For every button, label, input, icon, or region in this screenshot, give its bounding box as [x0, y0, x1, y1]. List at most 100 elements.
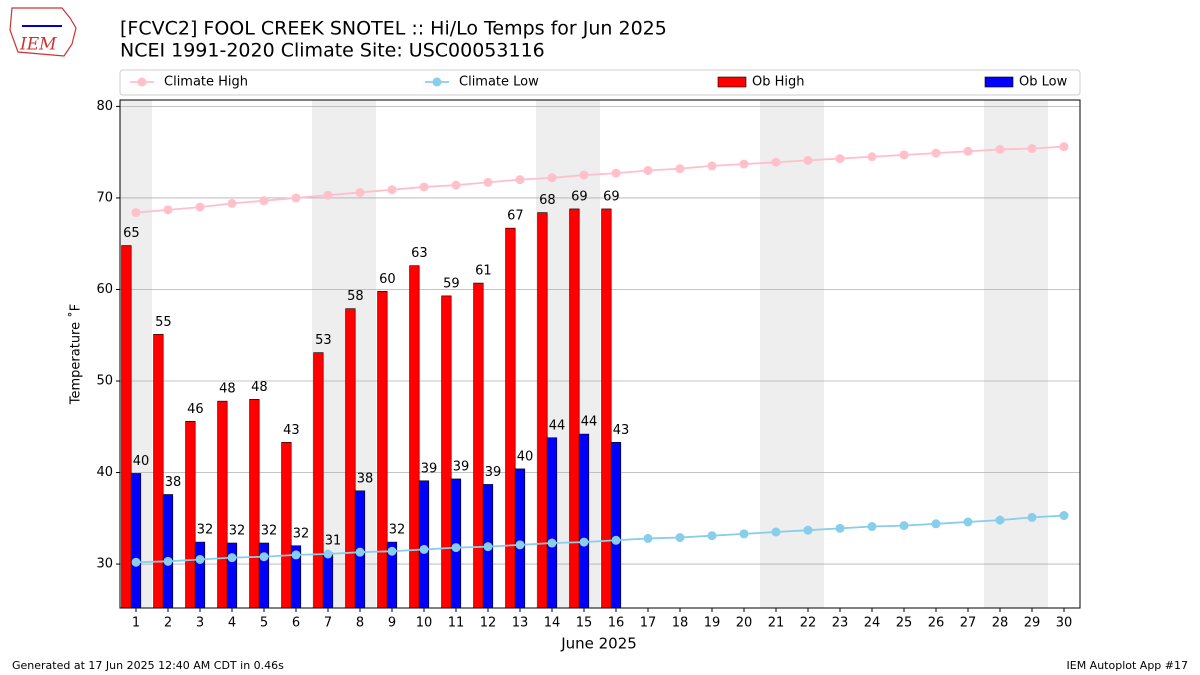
x-tick-label: 19 [704, 616, 721, 631]
y-tick-label: 60 [96, 282, 113, 297]
x-tick-label: 13 [512, 616, 529, 631]
line-point [899, 521, 909, 531]
line-point [451, 180, 461, 190]
line-point [195, 202, 205, 212]
line-point [291, 550, 301, 560]
line-point [579, 537, 589, 547]
x-tick-label: 15 [576, 616, 593, 631]
line-point [931, 519, 941, 529]
line-point [771, 157, 781, 167]
line-point [227, 553, 237, 563]
data-label: 32 [197, 523, 214, 538]
line-point [771, 527, 781, 537]
line-point [131, 557, 141, 567]
data-label: 68 [539, 193, 556, 208]
data-label: 58 [347, 289, 364, 304]
x-tick-label: 24 [864, 616, 881, 631]
footer-left: Generated at 17 Jun 2025 12:40 AM CDT in… [12, 659, 284, 672]
x-tick-label: 9 [388, 616, 396, 631]
x-tick-label: 14 [544, 616, 561, 631]
x-tick-label: 22 [800, 616, 817, 631]
line-point [739, 159, 749, 169]
data-label: 46 [187, 402, 204, 417]
line-point [675, 533, 685, 543]
data-label: 32 [261, 524, 278, 539]
line-series [135, 514, 1065, 564]
bar [569, 208, 580, 609]
line-point [579, 170, 589, 180]
data-label: 59 [443, 276, 460, 291]
x-tick-label: 1 [132, 616, 140, 631]
data-label: 48 [219, 382, 236, 397]
bar [194, 541, 206, 609]
data-label: 63 [411, 246, 428, 261]
data-label: 39 [453, 459, 470, 474]
bar [121, 245, 132, 609]
data-label: 69 [603, 189, 620, 204]
line-point [387, 546, 397, 556]
line-point [995, 515, 1005, 525]
bar [546, 437, 558, 609]
line-point [675, 164, 685, 174]
line-point [995, 144, 1005, 154]
bar [281, 442, 292, 609]
data-label: 43 [283, 423, 300, 438]
x-tick-label: 21 [768, 616, 785, 631]
line-point [899, 150, 909, 160]
data-label: 38 [357, 471, 374, 486]
legend-label: Ob Low [1019, 75, 1068, 90]
data-label: 44 [549, 418, 566, 433]
x-tick-label: 6 [292, 616, 300, 631]
data-label: 60 [379, 272, 396, 287]
data-label: 53 [315, 333, 332, 348]
line-point [835, 154, 845, 164]
logo-outline [9, 7, 77, 57]
legend-box [119, 69, 1081, 96]
data-label: 39 [421, 461, 438, 476]
legend-swatch [984, 76, 1014, 88]
bar [505, 227, 516, 609]
x-tick-label: 20 [736, 616, 753, 631]
chart-subtitle: NCEI 1991-2020 Climate Site: USC00053116 [120, 40, 545, 62]
bar [409, 265, 420, 609]
line-point [227, 198, 237, 208]
line-point [1059, 511, 1069, 521]
line-point [259, 196, 269, 206]
bar [226, 542, 238, 609]
line-point [835, 523, 845, 533]
bar [514, 468, 526, 609]
line-point [355, 547, 365, 557]
data-label: 39 [485, 465, 502, 480]
bar [418, 480, 430, 609]
bar [130, 473, 142, 609]
data-label: 38 [165, 475, 182, 490]
line-point [419, 544, 429, 554]
legend-swatch [717, 76, 747, 88]
data-label: 43 [613, 423, 630, 438]
line-point [515, 175, 525, 185]
plot-frame [119, 99, 1081, 609]
line-point [707, 161, 717, 171]
weekend-shade [1016, 100, 1048, 608]
x-tick-label: 10 [416, 616, 433, 631]
y-tick-label: 50 [96, 374, 113, 389]
logo: IEM [9, 7, 77, 57]
line-point [323, 549, 333, 559]
line-point [323, 190, 333, 200]
bar [537, 212, 548, 609]
line-point [259, 552, 269, 562]
line-point [451, 543, 461, 553]
data-label: 61 [475, 264, 492, 279]
x-tick-label: 7 [324, 616, 332, 631]
legend-marker [137, 77, 147, 87]
bar [185, 420, 196, 609]
line-point [803, 155, 813, 165]
line-point [547, 538, 557, 548]
bar [601, 208, 612, 609]
line-point [483, 177, 493, 187]
x-tick-label: 16 [608, 616, 625, 631]
line-point [355, 187, 365, 197]
line-point [643, 533, 653, 543]
line-point [963, 146, 973, 156]
